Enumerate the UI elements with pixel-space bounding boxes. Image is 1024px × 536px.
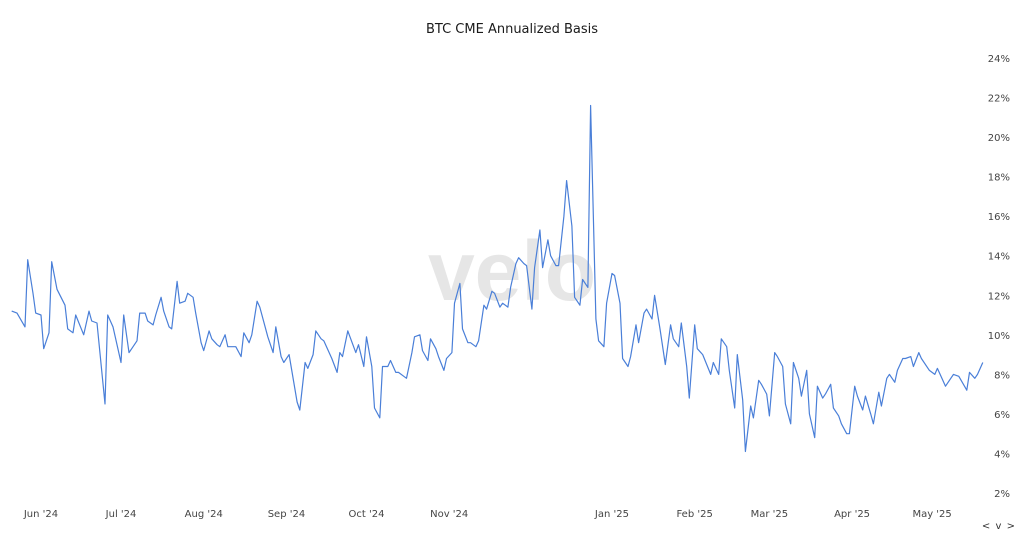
series-line-group (11, 104, 984, 453)
x-tick-label: Oct '24 (349, 509, 385, 520)
y-tick-label: 4% (994, 449, 1010, 460)
chart-title: BTC CME Annualized Basis (426, 22, 598, 37)
chart-navigation: < v > (982, 521, 1016, 532)
y-tick-label: 8% (994, 370, 1010, 381)
x-tick-label: Jun '24 (23, 509, 58, 520)
basis-series-line (11, 104, 984, 453)
y-tick-label: 16% (988, 212, 1010, 223)
y-tick-label: 20% (988, 133, 1010, 144)
scroll-right-button[interactable]: > (1006, 521, 1016, 532)
y-axis: 2% 4% 6% 8% 10% 12% 14% 16% 18% 20% 22% 24% (988, 54, 1010, 500)
y-tick-label: 6% (994, 410, 1010, 421)
watermark-logo: velo (428, 224, 596, 318)
x-tick-label: Jul '24 (105, 509, 137, 520)
y-tick-label: 22% (988, 94, 1010, 105)
x-tick-label: Nov '24 (430, 509, 468, 520)
y-tick-label: 14% (988, 252, 1010, 263)
x-tick-label: Mar '25 (751, 509, 789, 520)
x-tick-label: Sep '24 (268, 509, 306, 520)
x-tick-label: Aug '24 (185, 509, 223, 520)
scroll-left-button[interactable]: < (981, 521, 992, 532)
x-tick-label: May '25 (912, 509, 951, 520)
menu-chevron-button[interactable]: v (995, 521, 1003, 532)
x-tick-label: Feb '25 (676, 509, 712, 520)
y-tick-label: 2% (994, 489, 1010, 500)
y-tick-label: 18% (988, 173, 1010, 184)
x-tick-label: Jan '25 (594, 509, 629, 520)
x-tick-label: Apr '25 (834, 509, 870, 520)
y-tick-label: 10% (988, 331, 1010, 342)
y-tick-label: 12% (988, 291, 1010, 302)
x-axis: Jun '24 Jul '24 Aug '24 Sep '24 Oct '24 Nov '… (23, 509, 952, 520)
y-tick-label: 24% (988, 54, 1010, 65)
